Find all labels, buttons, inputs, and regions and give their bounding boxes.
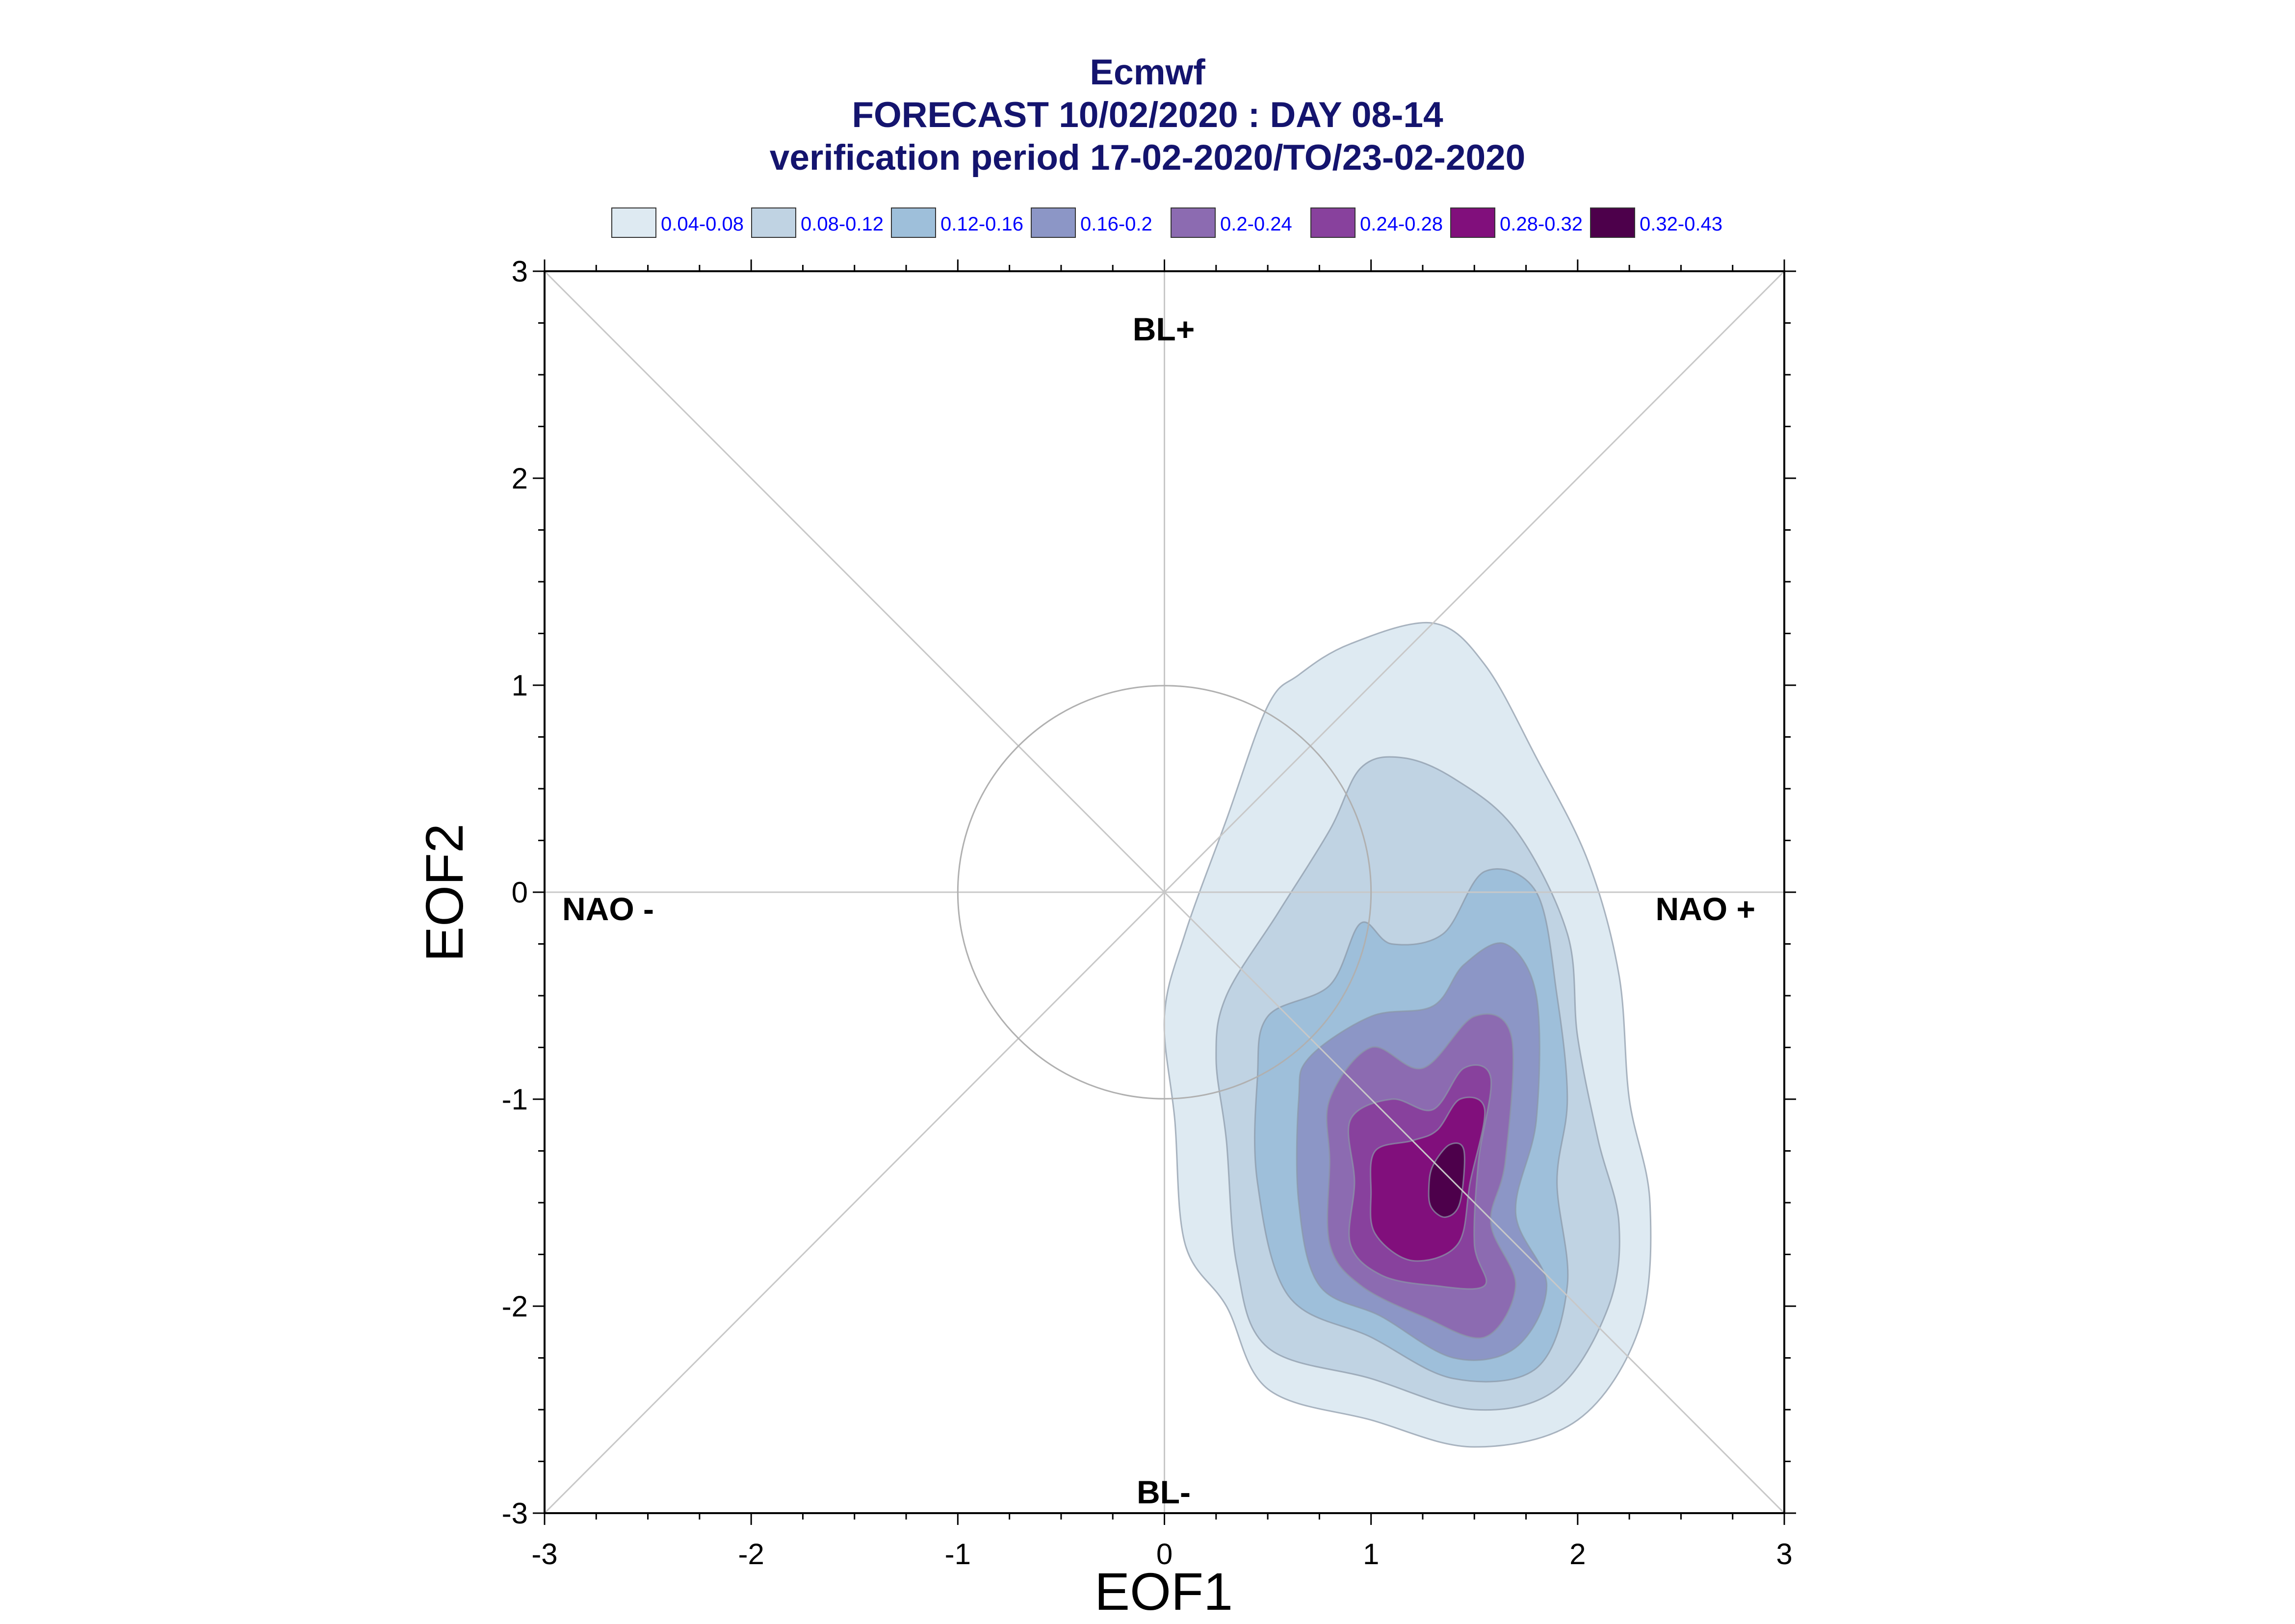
title-line-3: verification period 17-02-2020/TO/23-02-… bbox=[769, 138, 1526, 178]
y-tick-label: 1 bbox=[512, 669, 528, 702]
y-tick-label: 3 bbox=[512, 255, 528, 288]
x-tick-label: -1 bbox=[945, 1538, 971, 1571]
legend-label-6: 0.28-0.32 bbox=[1500, 213, 1583, 235]
legend: 0.04-0.08 0.08-0.12 0.12-0.16 0.16-0.2 0.2-0… bbox=[611, 207, 1722, 238]
guide-lines bbox=[544, 270, 1785, 1514]
x-tick-label: 1 bbox=[1363, 1538, 1379, 1571]
legend-swatch-0 bbox=[611, 207, 656, 238]
x-tick-label: 3 bbox=[1776, 1538, 1792, 1571]
contour-7 bbox=[1428, 1142, 1465, 1218]
chart-title: Ecmwf FORECAST 10/02/2020 : DAY 08-14 ve… bbox=[0, 51, 2295, 179]
y-tick-label: -2 bbox=[502, 1290, 528, 1323]
x-axis-label: EOF1 bbox=[1095, 1562, 1233, 1621]
bl-minus-label: BL- bbox=[1137, 1474, 1191, 1510]
legend-label-5: 0.24-0.28 bbox=[1360, 213, 1443, 235]
legend-label-3: 0.16-0.2 bbox=[1080, 213, 1152, 235]
y-tick-label: 2 bbox=[512, 462, 528, 495]
x-tick-label: -2 bbox=[738, 1538, 764, 1571]
x-tick-label: 0 bbox=[1156, 1538, 1173, 1571]
x-tick-label: -3 bbox=[531, 1538, 557, 1571]
nao-minus-label: NAO - bbox=[562, 891, 654, 927]
legend-swatch-7 bbox=[1590, 207, 1635, 238]
legend-swatch-1 bbox=[751, 207, 796, 238]
x-tick-label: 2 bbox=[1569, 1538, 1586, 1571]
bl-plus-label: BL+ bbox=[1133, 311, 1195, 347]
legend-label-0: 0.04-0.08 bbox=[661, 213, 744, 235]
axis-ticks: -3 -2 -1 0 1 2 3 3 2 1 0 -1 -2 -3 bbox=[502, 255, 1796, 1571]
legend-swatch-5 bbox=[1310, 207, 1356, 238]
legend-label-2: 0.12-0.16 bbox=[940, 213, 1023, 235]
legend-label-1: 0.08-0.12 bbox=[801, 213, 884, 235]
legend-swatch-3 bbox=[1031, 207, 1076, 238]
contour-6 bbox=[1370, 1096, 1486, 1262]
legend-label-7: 0.32-0.43 bbox=[1640, 213, 1722, 235]
y-tick-label: -1 bbox=[502, 1083, 528, 1116]
reference-circle bbox=[957, 685, 1372, 1100]
legend-label-4: 0.2-0.24 bbox=[1220, 213, 1292, 235]
region-labels: BL+ BL- NAO - NAO + bbox=[562, 311, 1755, 1510]
y-tick-label: 0 bbox=[512, 876, 528, 909]
y-tick-label: -3 bbox=[502, 1497, 528, 1530]
legend-swatch-6 bbox=[1450, 207, 1495, 238]
title-line-2: FORECAST 10/02/2020 : DAY 08-14 bbox=[852, 95, 1443, 135]
title-line-1: Ecmwf bbox=[1090, 52, 1205, 92]
legend-swatch-4 bbox=[1171, 207, 1216, 238]
nao-plus-label: NAO + bbox=[1655, 891, 1755, 927]
legend-swatch-2 bbox=[891, 207, 936, 238]
y-axis-label: EOF2 bbox=[415, 824, 474, 962]
